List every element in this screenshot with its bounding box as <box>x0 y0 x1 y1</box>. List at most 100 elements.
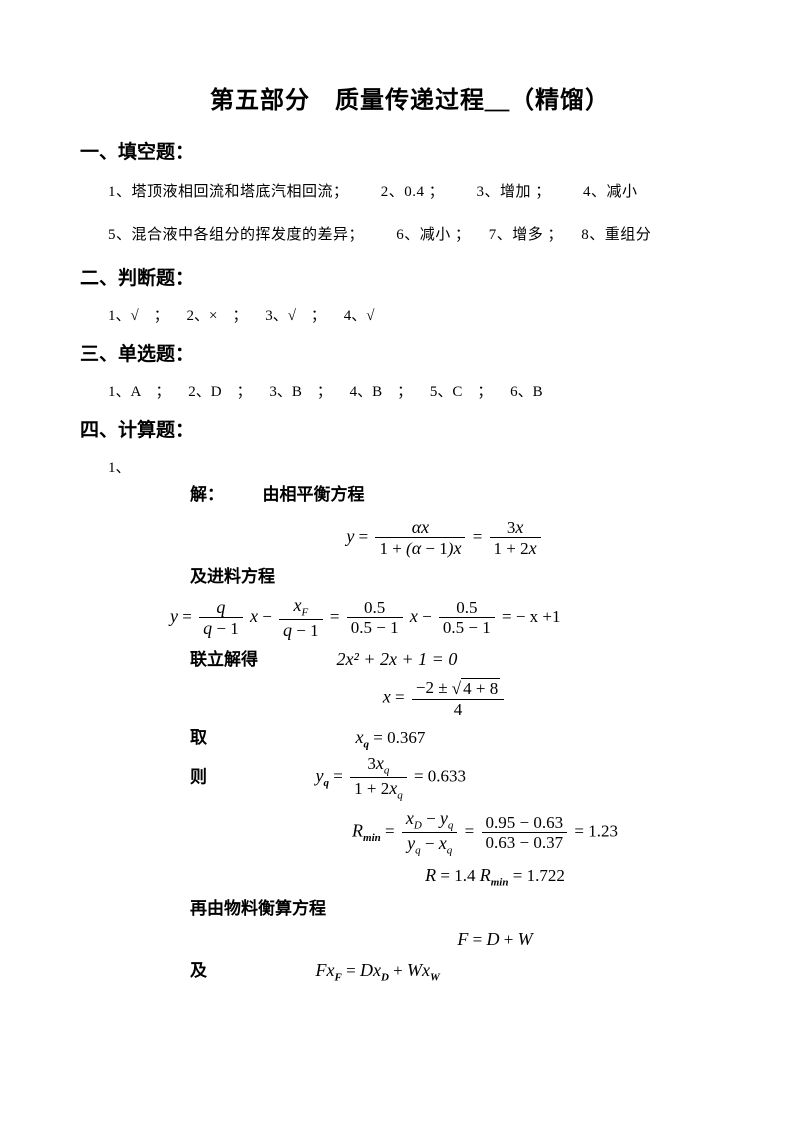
op: − <box>515 833 533 852</box>
var-x: x <box>529 538 537 558</box>
mn: 1.23 <box>588 822 618 841</box>
var-W: W <box>407 960 422 980</box>
page-title: 第五部分 质量传递过程＿（精馏） <box>80 80 740 115</box>
op: − <box>464 618 482 637</box>
mn: 0.633 <box>428 767 466 786</box>
judge-3: 3、√ ； <box>265 308 326 324</box>
mn: 1 <box>379 539 388 558</box>
frac-xf: xF q − 1 <box>279 595 323 641</box>
op-eq: = <box>440 866 454 885</box>
op: − <box>212 619 230 638</box>
sol-and-line: 及 FxF = DxD + WxW <box>190 958 740 986</box>
choice-6: 6、B <box>510 384 543 400</box>
choice-4: 4、B ； <box>350 384 413 400</box>
fill-5: 5、混合液中各组分的挥发度的差异； <box>108 227 364 243</box>
solution-block: 解： 由相平衡方程 y = αx 1 + (α − 1)x = 3x 1 + 2… <box>190 483 740 986</box>
section-judge-head: 二、判断题： <box>80 263 740 290</box>
frac-n1: 0.5 0.5 − 1 <box>347 598 403 638</box>
op-eq: = <box>385 822 399 841</box>
op-eq: = <box>330 607 344 626</box>
mn: 0.63 <box>533 813 563 832</box>
mn: 3 <box>367 754 376 773</box>
sub-W: W <box>430 971 440 983</box>
var-W: W <box>518 929 533 949</box>
op-eq: = <box>395 687 409 706</box>
judge-2: 2、× ； <box>186 308 247 324</box>
op-eq: = <box>414 767 428 786</box>
sub-q: q <box>324 777 330 789</box>
eq-poly: 2x² + 2x + 1 = 0 <box>337 649 458 669</box>
sol-mass-text: 再由物料衡算方程 <box>190 897 740 921</box>
var-x: x <box>327 960 335 980</box>
judge-1: 1、√ ； <box>108 308 169 324</box>
choice-3: 3、B ； <box>269 384 332 400</box>
mn: 0.5 <box>456 598 477 617</box>
mn: 2 <box>520 539 529 558</box>
section-choice-head: 三、单选题： <box>80 339 740 366</box>
op: − <box>262 607 276 626</box>
fill-row-1: 1、塔顶液相回流和塔底汽相回流； 2、0.4 ； 3、增加 ； 4、减小 <box>108 178 740 207</box>
eq-rmin: Rmin = xD − yq yq − xq = 0.95 − 0.63 0.6… <box>230 808 740 857</box>
op-eq: = <box>473 930 487 949</box>
sol-balance-text: 由相平衡方程 <box>263 485 365 504</box>
var-F: F <box>457 929 468 949</box>
op: − <box>422 809 440 828</box>
mn: 0.5 <box>443 618 464 637</box>
op: − <box>421 834 439 853</box>
var-q: q <box>216 597 225 617</box>
var-alpha: α <box>412 538 421 558</box>
sub-q: q <box>384 764 390 776</box>
var-R: R <box>425 865 436 885</box>
eq-quadratic-root: x = −2 ± 4 + 8 4 <box>150 678 740 719</box>
var-q: q <box>203 618 212 638</box>
op-eq: = <box>473 527 487 546</box>
var-x: x <box>389 778 397 798</box>
sub-D: D <box>414 820 422 832</box>
sol-prefix: 解： <box>190 483 224 507</box>
sub-F: F <box>335 971 342 983</box>
mn: 0.367 <box>387 728 425 747</box>
section-fill-head: 一、填空题： <box>80 137 740 164</box>
fill-1: 1、塔顶液相回流和塔底汽相回流； <box>108 184 349 200</box>
var-F: F <box>316 960 327 980</box>
var-x: x <box>515 517 523 537</box>
var-x: x <box>383 686 391 706</box>
op-eq: = <box>182 607 196 626</box>
mn: 0.63 <box>486 833 516 852</box>
frac-2: 3x 1 + 2x <box>490 517 541 559</box>
calc-q1-num: 1、 <box>108 456 740 477</box>
var-x: x <box>356 727 364 747</box>
mn: 1 <box>310 621 319 640</box>
choice-1: 1、A ； <box>108 384 171 400</box>
mn: 0.5 <box>364 598 385 617</box>
section-calc-head: 四、计算题： <box>80 415 740 442</box>
var-y: y <box>316 766 324 786</box>
fill-6: 6、减小 ； <box>396 227 470 243</box>
sub-q: q <box>447 845 453 857</box>
op: − <box>422 607 436 626</box>
mn: 0.5 <box>351 618 372 637</box>
mn: 1 <box>390 618 399 637</box>
eq-r: R = 1.4 Rmin = 1.722 <box>250 863 740 891</box>
op-eq: = <box>373 728 387 747</box>
sub-D: D <box>381 971 389 983</box>
sol-solve-text: 联立解得 <box>190 650 258 669</box>
op: − <box>372 618 390 637</box>
frac-rmin2: 0.95 − 0.63 0.63 − 0.37 <box>482 813 568 853</box>
var-x: x <box>373 960 381 980</box>
fill-3: 3、增加 ； <box>477 184 551 200</box>
op-pm: ± <box>434 678 452 697</box>
mn: 1.4 <box>454 866 475 885</box>
frac-rmin1: xD − yq yq − xq <box>402 808 458 857</box>
mn: 4 <box>454 700 463 719</box>
frac-n2: 0.5 0.5 − 1 <box>439 598 495 638</box>
var-x: x <box>439 833 447 853</box>
eq-phase-balance: y = αx 1 + (α − 1)x = 3x 1 + 2x <box>150 517 740 559</box>
sub-min: min <box>491 877 509 889</box>
var-x: x <box>376 753 384 773</box>
fill-2: 2、0.4 ； <box>381 184 445 200</box>
fill-7: 7、增多 ； <box>489 227 563 243</box>
fill-row-2: 5、混合液中各组分的挥发度的差异； 6、减小 ； 7、增多 ； 8、重组分 <box>108 221 740 250</box>
var-D: D <box>487 929 500 949</box>
choice-2: 2、D ； <box>188 384 251 400</box>
